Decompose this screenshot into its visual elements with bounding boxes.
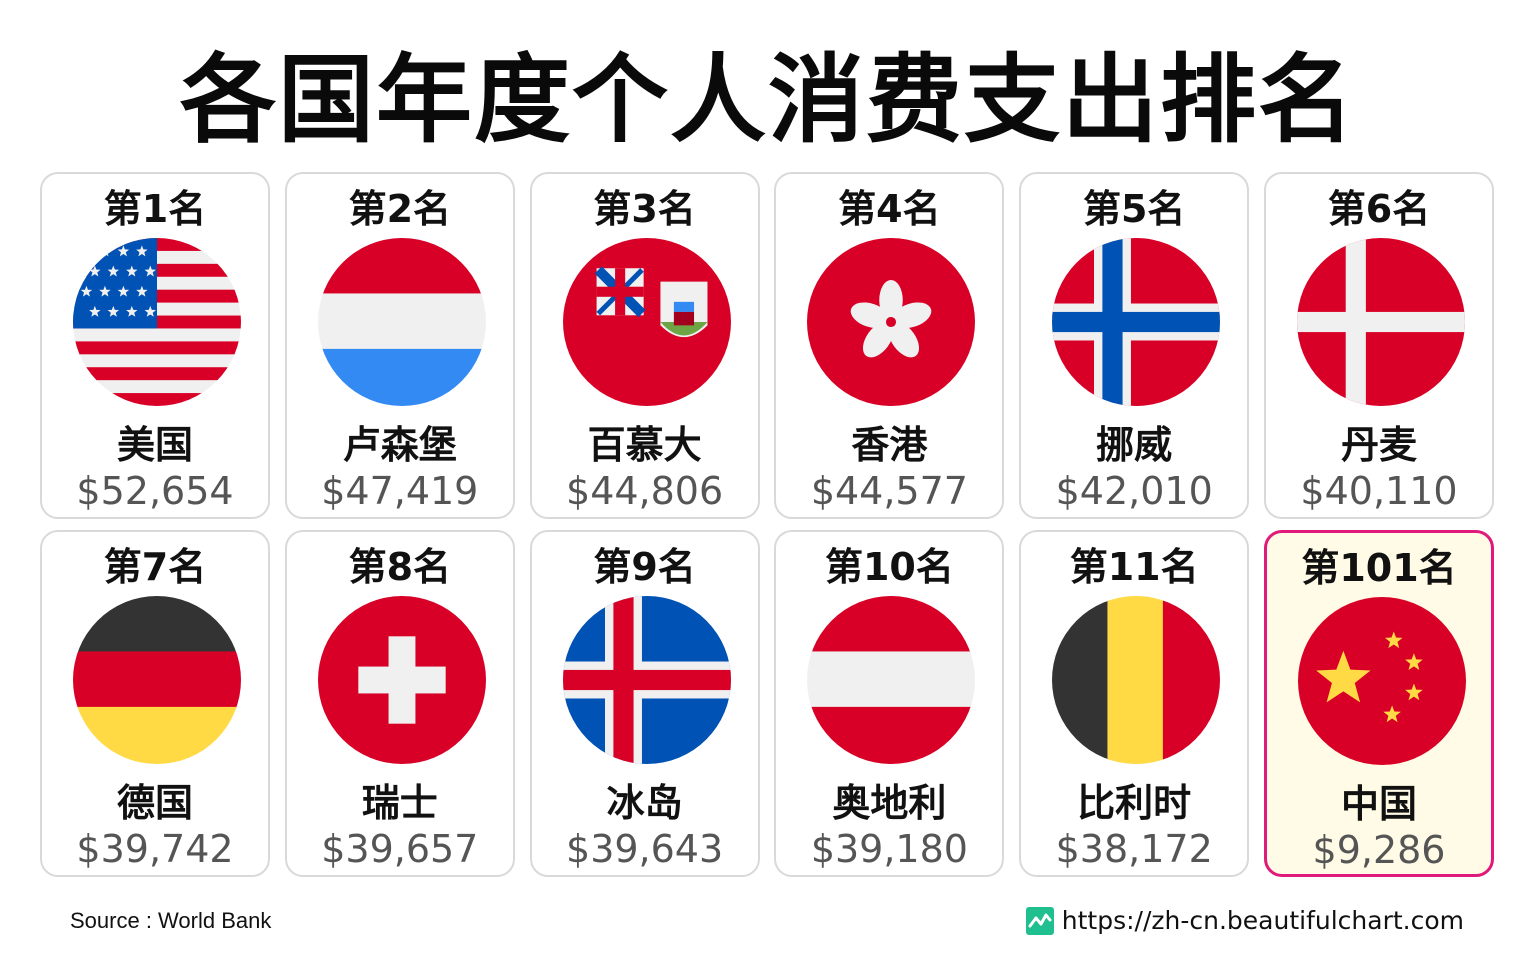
rank-card-bermuda: 第3名百慕大 $44,806: [529, 172, 760, 519]
country-name: 美国: [116, 423, 193, 467]
rank-label: 第101名: [1301, 546, 1457, 590]
flag-austria-icon: [807, 596, 976, 764]
spending-value: $44,577: [810, 469, 968, 513]
country-name: 百慕大: [587, 423, 702, 467]
flag-china-icon: [1298, 597, 1466, 765]
page-title: 各国年度个人消费支出排名: [180, 44, 1356, 156]
rank-card-usa: 第1名美国 $52,654: [40, 172, 270, 519]
rank-label: 第5名: [1082, 187, 1186, 231]
country-name: 卢森堡: [342, 423, 457, 467]
spending-value: $39,742: [76, 827, 234, 871]
spending-value: $47,419: [321, 469, 479, 513]
rank-label: 第11名: [1069, 545, 1199, 589]
flag-iceland-icon: [562, 596, 731, 764]
flag-bermuda-icon: [562, 238, 731, 406]
spending-value: $52,654: [76, 469, 234, 513]
rank-card-norway: 第5名挪威 $42,010: [1019, 172, 1250, 519]
site-link[interactable]: https://zh-cn.beautifulchart.com: [1025, 904, 1464, 938]
ranking-grid: 第1名 美国 $52,654 第2名 卢森堡 $47,419 第3名 百慕大 $44,806 第4…: [40, 172, 1496, 880]
country-name: 香港: [851, 423, 928, 467]
flag-switzerland-icon: [317, 596, 486, 764]
rank-label: 第4名: [838, 187, 941, 231]
flag-usa-icon: [73, 238, 241, 406]
country-name: 挪威: [1096, 423, 1173, 467]
chart-logo-icon: [1025, 907, 1054, 935]
spending-value: $39,643: [566, 827, 724, 871]
site-url: https://zh-cn.beautifulchart.com: [1061, 906, 1464, 935]
spending-value: $39,657: [321, 827, 479, 871]
spending-value: $9,286: [1312, 828, 1446, 872]
spending-value: $42,010: [1055, 469, 1213, 513]
rank-card-hong-kong: 第4名香港 $44,577: [774, 172, 1005, 519]
flag-luxembourg-icon: [317, 238, 486, 406]
country-name: 德国: [116, 781, 193, 825]
rank-card-denmark: 第6名丹麦 $40,110: [1264, 172, 1494, 519]
source-note: Source : World Bank: [70, 908, 272, 933]
rank-card-switzerland: 第8名瑞士 $39,657: [284, 530, 515, 877]
spending-value: $44,806: [566, 469, 724, 513]
flag-hong-kong-icon: [807, 238, 976, 406]
rank-card-austria: 第10名奥地利 $39,180: [774, 530, 1005, 877]
rank-label: 第3名: [593, 187, 696, 231]
spending-value: $40,110: [1300, 469, 1458, 513]
rank-label: 第9名: [593, 545, 696, 589]
flag-denmark-icon: [1297, 238, 1465, 406]
rank-label: 第1名: [103, 187, 207, 231]
rank-card-china: 第101名中国 $9,286: [1264, 530, 1494, 877]
rank-card-luxembourg: 第2名卢森堡 $47,419: [284, 172, 515, 519]
rank-label: 第6名: [1327, 187, 1431, 231]
spending-value: $39,180: [810, 827, 968, 871]
rank-card-germany: 第7名德国 $39,742: [40, 530, 270, 877]
flag-germany-icon: [73, 596, 241, 764]
country-name: 中国: [1340, 782, 1417, 826]
country-name: 冰岛: [606, 781, 683, 825]
rank-label: 第2名: [348, 187, 452, 231]
country-name: 奥地利: [832, 781, 947, 825]
country-name: 比利时: [1077, 781, 1192, 825]
rank-card-belgium: 第11名比利时 $38,172: [1019, 530, 1250, 877]
country-name: 丹麦: [1340, 423, 1417, 467]
flag-norway-icon: [1052, 238, 1221, 406]
country-name: 瑞士: [361, 781, 438, 825]
rank-label: 第10名: [824, 545, 954, 589]
rank-label: 第7名: [103, 545, 207, 589]
flag-belgium-icon: [1052, 596, 1221, 764]
rank-card-iceland: 第9名冰岛 $39,643: [529, 530, 760, 877]
spending-value: $38,172: [1055, 827, 1213, 871]
rank-label: 第8名: [348, 545, 452, 589]
